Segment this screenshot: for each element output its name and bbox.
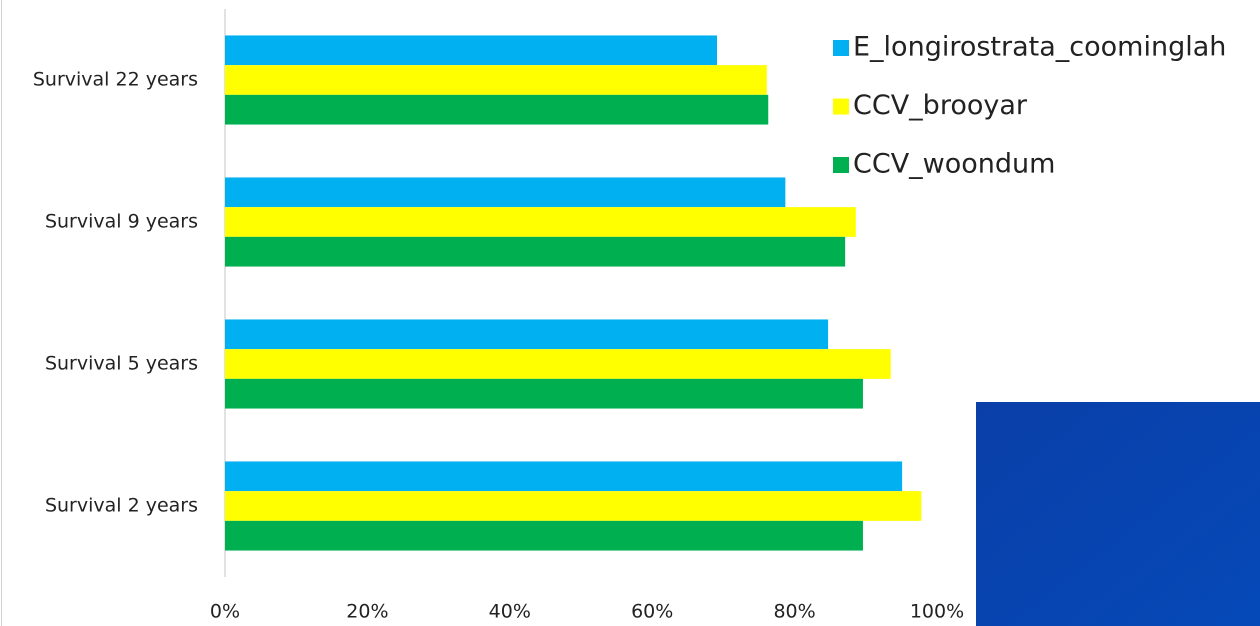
bar xyxy=(225,177,785,207)
bar xyxy=(225,35,717,65)
legend-label: CCV_woondum xyxy=(853,149,1055,180)
bar xyxy=(225,319,828,349)
legend-swatch xyxy=(833,40,849,56)
bar xyxy=(225,95,768,125)
x-tick-label: 60% xyxy=(631,601,673,623)
chart: 0% 20% 40% 60% 80% 100% Survival 2 years Surviv… xyxy=(0,0,1260,626)
legend-label: E_longirostrata_coominglah xyxy=(853,32,1226,63)
bar xyxy=(225,491,921,521)
x-tick-label: 20% xyxy=(346,601,388,623)
legend-label: CCV_brooyar xyxy=(853,90,1028,121)
y-tick-label: Survival 2 years xyxy=(45,495,198,517)
legend-swatch xyxy=(833,99,849,115)
y-tick-label: Survival 5 years xyxy=(45,353,198,375)
x-tick-label: 0% xyxy=(210,601,240,623)
bar xyxy=(225,237,845,267)
x-tick-label: 80% xyxy=(773,601,815,623)
legend-swatch xyxy=(833,157,849,173)
y-tick-label: Survival 9 years xyxy=(45,211,198,233)
overlay-panel xyxy=(976,402,1260,626)
bar xyxy=(225,461,902,491)
bar xyxy=(225,521,863,551)
bar xyxy=(225,379,863,409)
bar xyxy=(225,207,856,237)
bar xyxy=(225,65,767,95)
y-tick-label: Survival 22 years xyxy=(33,69,198,91)
bar xyxy=(225,349,891,379)
x-tick-label: 100% xyxy=(910,601,964,623)
x-tick-label: 40% xyxy=(489,601,531,623)
